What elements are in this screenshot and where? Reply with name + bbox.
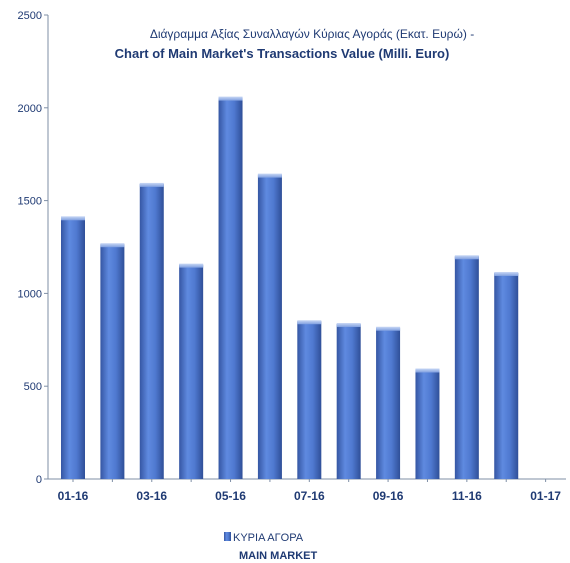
bar-cap-04-16 — [179, 263, 204, 268]
chart-subtitle: Chart of Main Market's Transactions Valu… — [115, 46, 450, 61]
bar-cap-10-16 — [415, 368, 440, 373]
bar-03-16 — [139, 183, 164, 479]
bar-cap-11-16 — [454, 255, 479, 260]
x-tick-label: 01-16 — [58, 489, 89, 503]
y-tick-label: 500 — [24, 381, 42, 393]
x-tick-label: 11-16 — [452, 489, 482, 503]
bar-cap-05-16 — [218, 96, 243, 101]
x-tick-label: 07-16 — [294, 489, 325, 503]
bar-cap-07-16 — [297, 320, 322, 325]
bar-10-16 — [415, 369, 440, 479]
bar-05-16 — [218, 97, 243, 479]
bar-12-16 — [494, 272, 519, 479]
legend-swatch — [224, 532, 231, 541]
chart-title: Διάγραμμα Αξίας Συναλλαγών Κύριας Αγοράς… — [150, 27, 474, 41]
bar-cap-09-16 — [376, 326, 401, 331]
bar-cap-03-16 — [139, 182, 164, 187]
bar-cap-12-16 — [494, 271, 519, 276]
bar-cap-06-16 — [257, 173, 282, 178]
legend: ΚΥΡΙΑ ΑΓΟΡΑ MAIN MARKET — [224, 532, 317, 562]
bar-01-16 — [61, 217, 85, 479]
bar-cap-01-16 — [61, 216, 85, 221]
bar-11-16 — [454, 256, 479, 479]
x-tick-label: 01-17 — [530, 489, 561, 503]
bar-06-16 — [257, 174, 282, 479]
bar-07-16 — [297, 321, 322, 479]
bar-cap-02-16 — [100, 243, 125, 248]
bar-cap-08-16 — [336, 323, 361, 328]
y-tick-label: 1500 — [18, 196, 42, 208]
legend-series-name-line2: MAIN MARKET — [239, 550, 317, 562]
x-axis-ticks: 01-16 03-16 05-16 07-16 09-16 11-16 01-17 — [58, 479, 561, 503]
y-axis-ticks: 0 500 1000 1500 2000 2500 — [18, 10, 48, 486]
legend-series-name: ΚΥΡΙΑ ΑΓΟΡΑ — [233, 532, 304, 544]
y-tick-label: 0 — [36, 474, 42, 486]
bar-04-16 — [179, 264, 204, 479]
x-tick-label: 03-16 — [136, 489, 167, 503]
x-tick-label: 05-16 — [215, 489, 246, 503]
bar-08-16 — [336, 324, 361, 479]
y-tick-label: 2500 — [18, 10, 42, 22]
bars-group — [61, 96, 519, 479]
x-tick-label: 09-16 — [373, 489, 404, 503]
bar-02-16 — [100, 244, 125, 479]
bar-09-16 — [376, 327, 401, 479]
y-tick-label: 1000 — [18, 288, 42, 300]
y-tick-label: 2000 — [18, 103, 42, 115]
